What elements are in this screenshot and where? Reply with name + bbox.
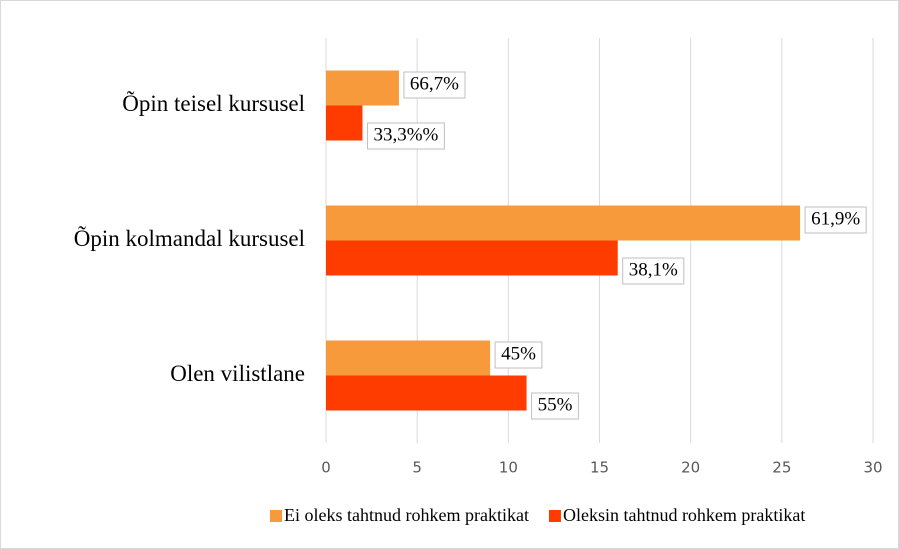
bar bbox=[326, 70, 399, 106]
bar bbox=[326, 375, 527, 411]
data-label-box bbox=[804, 206, 867, 234]
x-tick-label: 20 bbox=[681, 459, 700, 477]
legend-label: Oleksin tahtnud rohkem praktikat bbox=[563, 505, 805, 525]
legend-swatch bbox=[270, 510, 282, 522]
bar bbox=[326, 205, 801, 241]
data-label: 66,7% bbox=[410, 73, 459, 94]
x-tick-label: 10 bbox=[499, 459, 518, 477]
data-label: 38,1% bbox=[629, 259, 678, 280]
x-tick-label: 5 bbox=[412, 459, 422, 477]
data-label-box bbox=[494, 341, 543, 369]
bar bbox=[326, 340, 491, 376]
category-label: Õpin teisel kursusel bbox=[122, 90, 305, 116]
x-tick-label: 15 bbox=[590, 459, 609, 477]
legend-swatch bbox=[548, 510, 561, 522]
data-label-box bbox=[403, 71, 466, 99]
data-label-box bbox=[622, 257, 685, 285]
bar bbox=[326, 240, 618, 276]
data-label-box bbox=[366, 122, 445, 150]
data-label: 61,9% bbox=[811, 208, 860, 229]
category-label: Õpin kolmandal kursusel bbox=[74, 225, 305, 251]
data-label: 45% bbox=[501, 343, 536, 364]
data-label-box bbox=[531, 392, 579, 420]
data-label: 55% bbox=[538, 394, 573, 415]
x-tick-label: 0 bbox=[321, 459, 331, 477]
x-tick-label: 25 bbox=[772, 459, 791, 477]
x-tick-label: 30 bbox=[863, 459, 882, 477]
legend-label: Ei oleks tahtnud rohkem praktikat bbox=[284, 505, 529, 525]
bar bbox=[326, 105, 363, 141]
data-label: 33,3%% bbox=[373, 124, 438, 145]
category-label: Olen vilistlane bbox=[170, 361, 305, 386]
